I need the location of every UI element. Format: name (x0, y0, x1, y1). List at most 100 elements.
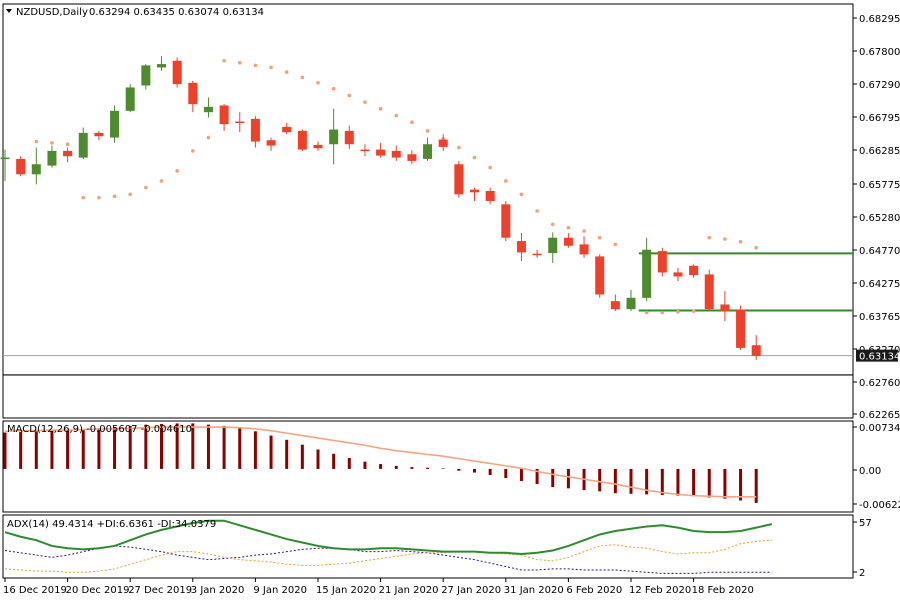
candle (579, 236, 589, 258)
candle (454, 160, 464, 198)
collapse-triangle-icon[interactable] (6, 9, 12, 13)
candle-body (657, 251, 667, 273)
candle (313, 141, 323, 151)
price-tick-label: 0.67800 (859, 47, 900, 58)
candle (704, 269, 714, 312)
psar-dot (707, 235, 712, 240)
time-tick-label: 6 Feb 2020 (566, 585, 622, 596)
candle-body (282, 126, 292, 133)
candle (250, 116, 260, 148)
plus-di-line (4, 539, 772, 573)
candle-body (563, 237, 573, 246)
candle (235, 112, 245, 133)
candle (188, 80, 198, 113)
candle-body (94, 132, 104, 137)
psar-dot (97, 195, 101, 200)
candle (470, 187, 479, 201)
psar-dot (691, 309, 696, 313)
time-tick-label: 16 Dec 2019 (3, 585, 67, 596)
candle (736, 305, 746, 350)
horizontal-lines[interactable] (3, 252, 853, 376)
psar-dot (331, 87, 336, 91)
psar-dot (597, 235, 602, 240)
candle-body (736, 309, 746, 348)
candle (329, 108, 339, 165)
current-price-tag: 0.63134 (856, 349, 900, 363)
psar-dot (175, 169, 179, 173)
price-tick-label: 0.64275 (859, 279, 900, 290)
psar-dot (237, 60, 242, 65)
psar-dot (65, 142, 70, 147)
psar-dot (112, 194, 117, 199)
adx-tick-label: 57 (859, 518, 872, 529)
candlesticks (0, 56, 761, 360)
psar-dot (410, 120, 414, 124)
ohlc-label: 0.63294 0.63435 0.63074 0.63134 (89, 7, 264, 18)
candle-body (720, 304, 730, 312)
price-tag-bg (856, 349, 898, 362)
psar-dot (191, 149, 195, 153)
price-tick-label: 0.62760 (859, 378, 900, 389)
candle-body (47, 150, 57, 166)
candle (595, 254, 605, 298)
candle (610, 294, 620, 312)
candle-body (516, 241, 526, 253)
time-tick-label: 27 Dec 2019 (128, 585, 192, 596)
candle (391, 145, 401, 161)
candle-body (266, 140, 276, 146)
candle-body (642, 249, 652, 298)
psar-dot (676, 310, 680, 314)
psar-dot (582, 229, 586, 233)
candle (125, 84, 135, 113)
time-tick-label: 21 Jan 2020 (379, 585, 439, 596)
candle-body (250, 118, 260, 142)
candle (642, 237, 652, 302)
candle-body (438, 139, 448, 147)
price-tick-label: 0.65775 (859, 180, 900, 191)
psar-dot (284, 70, 289, 74)
psar-dot (738, 239, 743, 244)
candle (516, 233, 526, 262)
candle-body (501, 204, 511, 238)
current-price-label: 0.63134 (859, 352, 900, 363)
psar-dot (457, 145, 461, 150)
psar-dot (81, 195, 86, 200)
candle (78, 127, 88, 159)
psar-dot (723, 237, 727, 241)
candle-body (454, 164, 464, 195)
candle-body (78, 132, 88, 158)
candle-body (297, 130, 307, 150)
candle (548, 232, 558, 264)
time-tick-label: 20 Dec 2019 (66, 585, 130, 596)
psar-dot (34, 139, 39, 144)
psar-dot (159, 179, 164, 183)
psar-dot (613, 242, 618, 247)
candle-body (532, 253, 542, 256)
candle-body (626, 297, 636, 310)
psar-dot (378, 107, 383, 111)
psar-dot (535, 209, 539, 213)
price-tick-label: 0.62265 (859, 410, 900, 421)
candle-body (376, 149, 386, 156)
candle (141, 64, 151, 90)
symbol-label: NZDUSD,Daily (16, 7, 88, 18)
psar-dot (206, 135, 211, 140)
psar-dot (128, 192, 132, 197)
time-tick-label: 3 Jan 2020 (191, 585, 245, 596)
adx-panel-frame (2, 514, 854, 579)
candle (689, 264, 699, 278)
panel-frames (2, 3, 854, 579)
candle (423, 137, 433, 161)
candle-body (157, 64, 166, 68)
psar-dot (347, 93, 352, 98)
price-tick-label: 0.63765 (859, 312, 900, 323)
candle (266, 137, 276, 151)
candle (657, 247, 667, 277)
psar-dot (519, 192, 524, 197)
macd-label: MACD(12,26,9) -0.005607 -0.004610 (7, 424, 192, 435)
candle (626, 289, 636, 312)
psar-dot (300, 75, 305, 80)
candle-body (407, 154, 417, 161)
